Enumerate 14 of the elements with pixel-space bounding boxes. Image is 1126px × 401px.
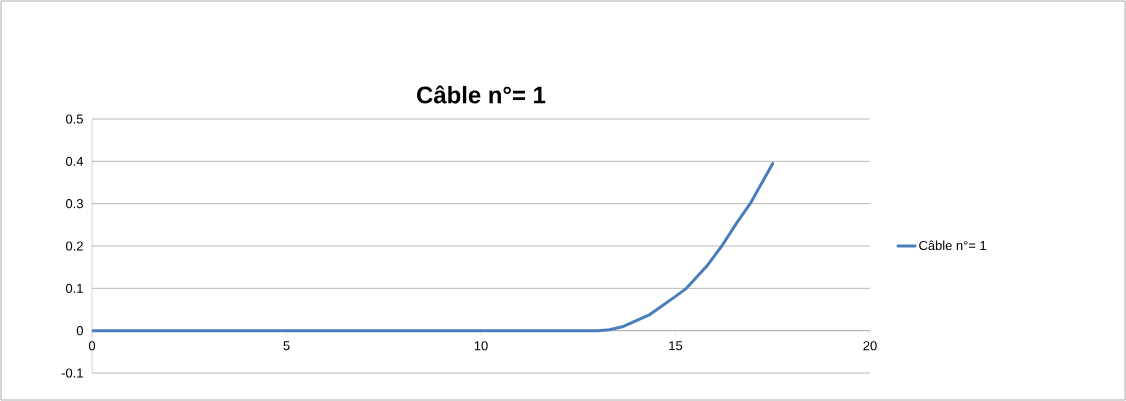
y-tick-label: -0.1 [61, 368, 83, 378]
x-tick-label: 20 [863, 341, 877, 351]
x-tick-label: 0 [88, 341, 96, 351]
y-tick-label: 0.1 [65, 283, 83, 293]
y-tick-label: 0.4 [65, 156, 84, 166]
legend-label: Câble n°= 1 [919, 240, 987, 251]
y-tick-label: 0.5 [65, 114, 83, 124]
y-tick-label: 0.3 [65, 199, 83, 209]
x-tick-label: 15 [669, 341, 683, 351]
x-tick-label: 10 [474, 341, 488, 351]
y-tick-label: 0 [76, 326, 83, 336]
y-tick-label: 0.2 [65, 241, 83, 251]
x-tick-label: 5 [283, 341, 290, 351]
chart-title: Câble n°= 1 [417, 85, 546, 104]
